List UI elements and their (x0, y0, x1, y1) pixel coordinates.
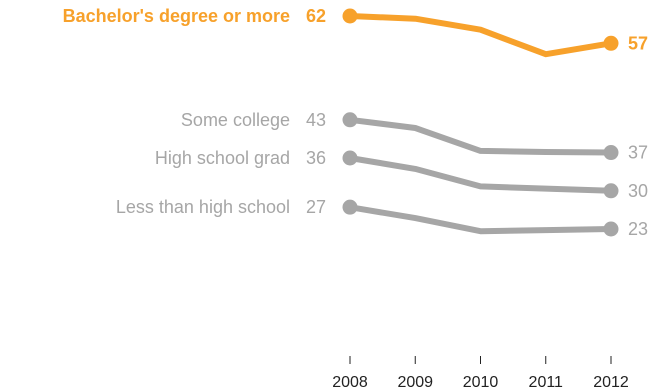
end-point-high-school-grad (603, 183, 619, 199)
series-name-label: High school grad (155, 148, 290, 168)
series-line-less-than-high-school (347, 204, 614, 235)
x-tick-label: 2008 (332, 374, 368, 391)
end-point-less-than-high-school (603, 221, 619, 237)
series-endpoints (342, 8, 619, 237)
start-value-label: 36 (306, 148, 326, 168)
end-value-label: 57 (628, 33, 648, 53)
start-value-label: 27 (306, 197, 326, 217)
x-tick-label: 2009 (397, 374, 433, 391)
start-value-label: 62 (306, 6, 326, 26)
series-line-high-school-grad (347, 155, 614, 194)
series-name-label: Some college (181, 110, 290, 130)
start-point-high-school-grad (342, 150, 358, 166)
x-tick-label: 2012 (593, 374, 629, 391)
start-point-bachelor-s-degree-or-more (342, 8, 358, 24)
series-lines (347, 13, 614, 235)
start-point-less-than-high-school (342, 199, 358, 215)
series-line-bachelor-s-degree-or-more (347, 13, 614, 58)
end-value-label: 30 (628, 181, 648, 201)
x-tick-label: 2010 (463, 374, 499, 391)
start-value-label: 43 (306, 110, 326, 130)
series-line-some-college (347, 116, 614, 156)
end-point-bachelor-s-degree-or-more (603, 35, 619, 51)
series-name-label: Less than high school (116, 197, 290, 217)
end-point-some-college (603, 145, 619, 161)
end-value-label: 37 (628, 143, 648, 163)
x-tick-label: 2011 (529, 374, 564, 391)
x-axis: 2008 2009 2010 2011 2012 (332, 356, 629, 391)
end-value-label: 23 (628, 219, 648, 239)
series-labels: Bachelor's degree or more 62 57 Some colleg… (63, 6, 648, 239)
series-name-label: Bachelor's degree or more (63, 6, 290, 26)
start-point-some-college (342, 112, 358, 128)
